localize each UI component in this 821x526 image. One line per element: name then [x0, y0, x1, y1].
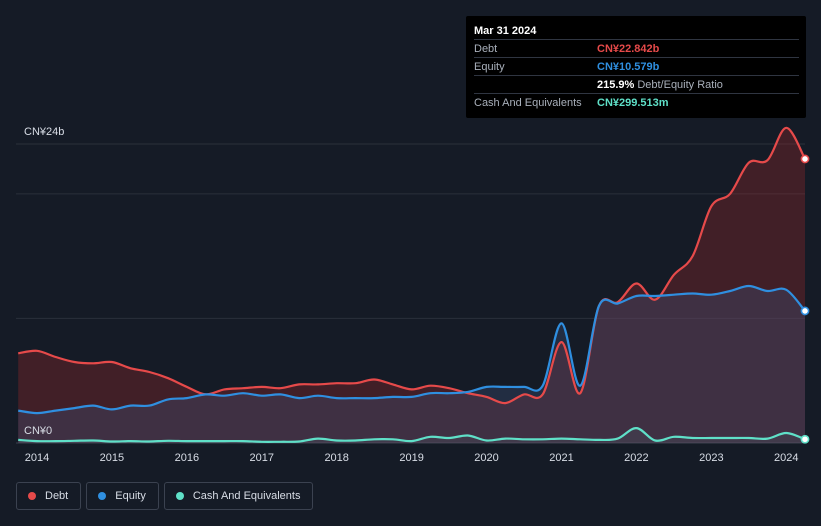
grid — [16, 143, 805, 444]
legend-label: Cash And Equivalents — [192, 490, 301, 502]
legend-item-cash[interactable]: Cash And Equivalents — [163, 482, 314, 510]
tooltip-label: Debt — [474, 42, 498, 55]
tooltip: Mar 31 2024 Debt CN¥22.842b Equity CN¥10… — [466, 16, 806, 118]
tooltip-date: Mar 31 2024 — [474, 25, 537, 37]
series-lines — [18, 126, 806, 443]
y-axis: CN¥24b CN¥0 — [24, 126, 64, 437]
area-debt — [18, 127, 805, 444]
line-cash-and-equivalents — [18, 427, 806, 443]
legend-label: Debt — [45, 490, 69, 502]
x-axis: 2014 2015 2016 2017 2018 2019 2020 2021 2022 2023… — [25, 452, 799, 464]
legend-dot-icon — [98, 492, 107, 500]
area-equity — [18, 286, 805, 443]
legend-item-equity[interactable]: Equity — [86, 482, 159, 510]
end-marker-equity — [800, 306, 810, 316]
tooltip-row-equity: Equity CN¥10.579b — [474, 57, 799, 75]
x-tick-label: 2014 — [25, 452, 49, 464]
tooltip-row-cash: Cash And Equivalents CN¥299.513m — [474, 93, 799, 111]
line-debt — [18, 126, 806, 405]
end-marker-debt — [800, 154, 810, 164]
y-tick-label: CN¥0 — [24, 425, 52, 437]
line-equity — [18, 284, 806, 415]
y-tick-label: CN¥24b — [24, 126, 64, 138]
x-tick-label: 2022 — [624, 452, 648, 464]
x-tick-label: 2015 — [100, 452, 124, 464]
tooltip-row-ratio: 215.9% Debt/Equity Ratio — [474, 75, 799, 93]
end-markers — [800, 154, 810, 444]
legend-item-debt[interactable]: Debt — [16, 482, 82, 510]
end-marker-cash-and-equivalents — [800, 434, 810, 444]
legend-dot-icon — [28, 492, 36, 500]
tooltip-label: Equity — [474, 60, 505, 73]
legend-dot-icon — [175, 492, 184, 500]
x-tick-label: 2019 — [399, 452, 423, 464]
tooltip-value-ratio: 215.9% — [597, 78, 635, 91]
x-tick-label: 2021 — [549, 452, 573, 464]
x-tick-label: 2024 — [774, 452, 798, 464]
x-tick-label: 2017 — [250, 452, 274, 464]
x-tick-label: 2020 — [474, 452, 498, 464]
legend: Debt Equity Cash And Equivalents — [16, 482, 314, 510]
x-tick-label: 2023 — [699, 452, 723, 464]
tooltip-label: Cash And Equivalents — [474, 96, 582, 109]
x-tick-label: 2018 — [324, 452, 348, 464]
tooltip-ratio-label: Debt/Equity Ratio — [637, 78, 723, 91]
x-tick-label: 2016 — [175, 452, 199, 464]
legend-label: Equity — [115, 490, 146, 502]
tooltip-value-debt: CN¥22.842b — [597, 42, 660, 55]
tooltip-value-equity: CN¥10.579b — [597, 60, 660, 73]
tooltip-value-cash: CN¥299.513m — [597, 96, 669, 109]
tooltip-row-debt: Debt CN¥22.842b — [474, 39, 799, 57]
series-areas — [18, 127, 805, 444]
